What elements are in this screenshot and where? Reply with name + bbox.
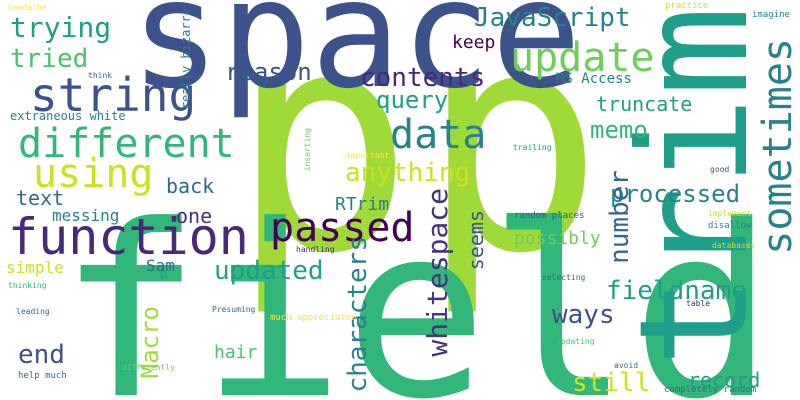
word-fieldname: fieldname [606, 276, 747, 306]
word-much-appreciated: much appreciated [270, 313, 357, 323]
word-important: important [346, 151, 390, 160]
word-passed: passed [270, 205, 415, 251]
word-selecting: selecting [542, 273, 586, 282]
word-update: update [510, 35, 655, 81]
word-thinking: thinking [8, 281, 47, 290]
word-completely-random: completely random [664, 385, 757, 395]
word-sam: Sam [146, 256, 175, 275]
word-rtrim: RTrim [335, 194, 390, 215]
word-number: number [605, 170, 635, 264]
word-implement: implement [708, 209, 752, 218]
word-presuming: Presuming [212, 305, 256, 314]
word-updated: updated [214, 256, 324, 286]
word-hair: hair [214, 342, 258, 363]
word-memo: memo [590, 116, 648, 144]
word-end: end [18, 340, 65, 370]
word-imagine: imagine [752, 10, 790, 20]
word-trailing: trailing [513, 143, 552, 152]
word-really-bizarre: really bizarre [179, 8, 193, 110]
word-still: still [572, 368, 651, 398]
word-inserting: inserting [303, 128, 312, 172]
word-think: think [88, 71, 113, 80]
word-space: space [130, 0, 582, 122]
word-extraneous-white: extraneous white [10, 109, 126, 123]
word-help-much: help much [18, 371, 67, 381]
word-practice: practice [665, 1, 709, 11]
word-trying: trying [10, 11, 112, 44]
word-reason: reason [225, 58, 312, 86]
word-simple: simple [6, 258, 64, 277]
word-sometimes: sometimes [755, 38, 800, 255]
word-ms-access: MS Access [556, 71, 632, 87]
word-databases: databases [712, 241, 756, 250]
word-different: different [18, 121, 235, 167]
word-whitespace: whitespace [421, 188, 454, 357]
word-random-places: random places [514, 211, 585, 221]
word-text: text [16, 186, 65, 210]
word-avoid: avoid [614, 361, 639, 370]
word-keep: keep [452, 32, 496, 53]
word-field: field [58, 175, 775, 400]
word-seems: seems [464, 210, 488, 271]
word-ways: ways [552, 300, 615, 330]
word-table: table [686, 299, 711, 308]
word-updating: updating [556, 337, 595, 346]
word-leading: leading [16, 307, 50, 316]
word-disallow: disallow [708, 221, 752, 231]
word-handling: handling [296, 245, 335, 254]
word-differently: differently [122, 363, 175, 372]
word-javascript: JavaScript [474, 3, 631, 33]
word-string: string [30, 68, 197, 122]
word-using: using [33, 151, 154, 197]
word-tried: tried [10, 44, 89, 74]
word-back: back [166, 174, 215, 198]
word-function: function [8, 208, 249, 266]
word-record: record [688, 368, 761, 392]
word-processed: processed [610, 180, 741, 208]
word-headache: headache [8, 3, 47, 12]
word-one: one [176, 204, 213, 228]
word-p-small: p [160, 267, 168, 281]
word-data: data [390, 112, 487, 158]
word-p-2: p [420, 0, 604, 320]
word-messing: messing [52, 206, 120, 225]
word-good: good [710, 165, 730, 174]
word-query: query [376, 86, 449, 114]
word-truncate: truncate [596, 92, 693, 116]
word-contents: contents [360, 63, 486, 93]
word-possibly: possibly [514, 228, 601, 249]
word-p-1: p [230, 0, 414, 320]
word-anything: anything [345, 158, 471, 188]
